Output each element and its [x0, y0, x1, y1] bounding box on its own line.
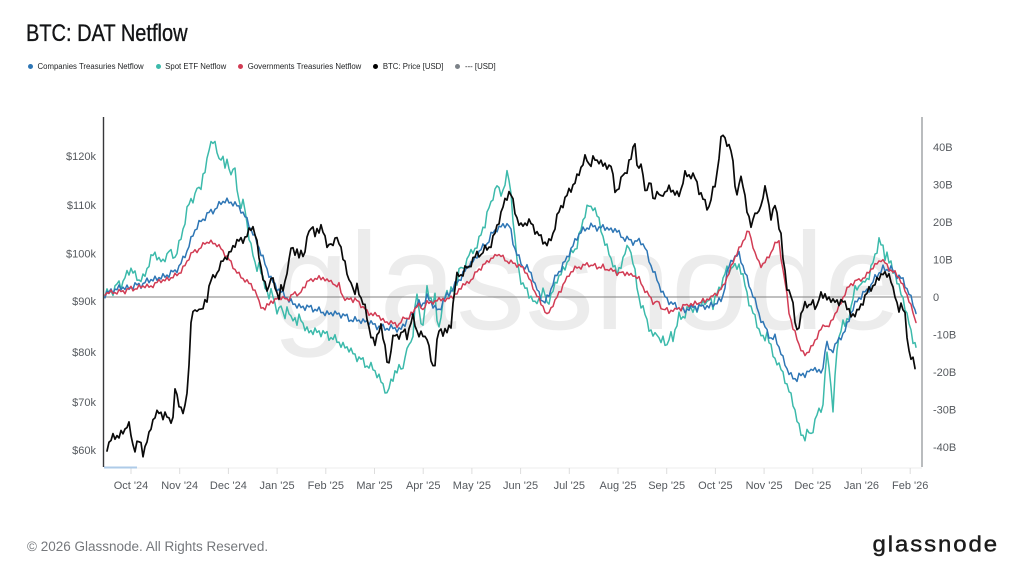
svg-text:$90k: $90k: [72, 296, 96, 308]
svg-text:Jan '25: Jan '25: [260, 480, 295, 492]
svg-text:0: 0: [933, 292, 939, 304]
svg-text:30B: 30B: [933, 180, 953, 192]
svg-text:Apr '25: Apr '25: [406, 480, 441, 492]
svg-text:Oct '24: Oct '24: [114, 480, 149, 492]
svg-text:10B: 10B: [933, 255, 953, 267]
svg-text:Jun '25: Jun '25: [503, 480, 538, 492]
svg-text:Sep '25: Sep '25: [648, 480, 685, 492]
svg-text:$60k: $60k: [72, 445, 96, 457]
svg-text:Nov '24: Nov '24: [161, 480, 198, 492]
svg-text:$80k: $80k: [72, 347, 96, 359]
svg-text:-40B: -40B: [933, 442, 956, 454]
svg-text:Aug '25: Aug '25: [600, 480, 637, 492]
svg-text:Dec '24: Dec '24: [210, 480, 247, 492]
svg-text:-30B: -30B: [933, 405, 956, 417]
svg-text:$110k: $110k: [67, 200, 97, 212]
svg-text:Jan '26: Jan '26: [844, 480, 879, 492]
svg-text:$70k: $70k: [72, 397, 96, 409]
svg-text:Dec '25: Dec '25: [794, 480, 831, 492]
svg-text:Feb '26: Feb '26: [892, 480, 928, 492]
svg-text:Feb '25: Feb '25: [308, 480, 344, 492]
svg-text:Nov '25: Nov '25: [746, 480, 783, 492]
svg-text:Oct '25: Oct '25: [698, 480, 733, 492]
svg-text:Mar '25: Mar '25: [356, 480, 392, 492]
svg-text:Jul '25: Jul '25: [554, 480, 585, 492]
svg-text:-20B: -20B: [933, 367, 956, 379]
svg-text:$120k: $120k: [66, 151, 96, 163]
svg-text:40B: 40B: [933, 142, 953, 154]
svg-text:20B: 20B: [933, 217, 953, 229]
svg-text:-10B: -10B: [933, 330, 956, 342]
svg-text:$100k: $100k: [66, 249, 96, 261]
svg-text:May '25: May '25: [453, 480, 491, 492]
